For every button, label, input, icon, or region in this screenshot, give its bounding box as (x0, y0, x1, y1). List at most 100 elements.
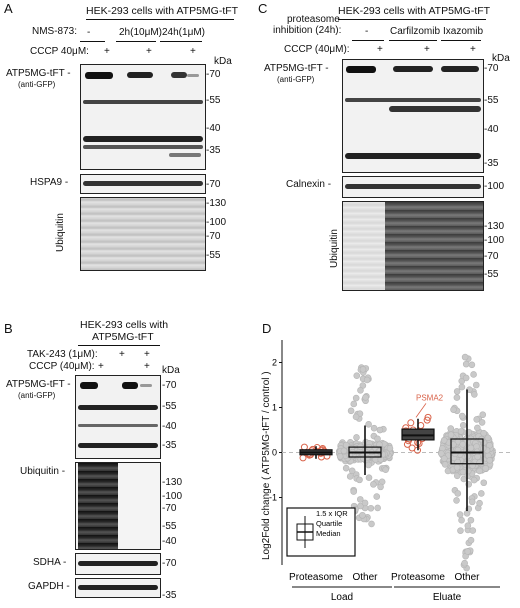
data-point (476, 499, 483, 507)
marker: -35 (484, 158, 499, 169)
band (83, 145, 203, 149)
band (345, 98, 481, 102)
blot-b1-label: ATP5MG-tFT - (6, 379, 71, 390)
data-point (467, 516, 475, 524)
marker: -130 (162, 477, 183, 488)
blot-b4-label: GAPDH - (28, 581, 70, 592)
data-point (361, 499, 369, 507)
data-point (352, 413, 360, 421)
data-point (464, 467, 472, 475)
plus-c-3: + (470, 44, 476, 55)
panel-label-c: C (258, 1, 268, 16)
data-point (467, 444, 475, 452)
data-point (350, 488, 357, 495)
blot-a-ubiquitin (80, 197, 206, 271)
data-point (350, 400, 358, 408)
nms-underline-ctrl (80, 41, 105, 42)
y-tick-label: 1 (272, 403, 277, 413)
data-point (471, 391, 478, 398)
data-point (468, 498, 476, 506)
cccp-label-a: CCCP 40μM: (30, 46, 89, 57)
marker: -100 (484, 235, 505, 246)
data-point (478, 490, 485, 497)
data-point (478, 419, 486, 426)
blot-c2-label: Calnexin - (286, 179, 332, 190)
data-point (362, 394, 369, 401)
data-point (353, 372, 361, 379)
plus-a-2: + (146, 46, 152, 57)
panel-a-title: HEK-293 cells with ATP5MG-tFT (86, 5, 239, 17)
marker: -100 (484, 181, 505, 192)
data-point (357, 502, 364, 510)
band (345, 184, 481, 189)
marker: -70 (484, 251, 499, 262)
marker: -70 (162, 380, 177, 391)
kda-a: kDa (214, 56, 232, 67)
data-point (447, 431, 455, 439)
panel-b-title-1: HEK-293 cells with (80, 319, 169, 331)
data-point (459, 441, 467, 448)
band (78, 443, 158, 448)
blot-c-ubiquitin (342, 201, 484, 291)
smear (81, 198, 205, 270)
data-point (299, 454, 307, 462)
data-point (377, 483, 384, 491)
data-point (470, 476, 478, 484)
panel-a-title-underline (86, 19, 234, 20)
band (140, 384, 152, 387)
band (85, 72, 113, 79)
blot-c1-label: ATP5MG-tFT - (264, 63, 329, 74)
band (78, 424, 158, 427)
data-point (365, 461, 372, 469)
blot-c-atp5mg (342, 59, 484, 173)
data-point (476, 467, 483, 475)
cccp-label-b: CCCP (40μM): (29, 361, 95, 372)
band (78, 585, 158, 590)
data-point (356, 496, 364, 503)
data-point (479, 411, 487, 419)
data-point (469, 527, 477, 534)
panel-b-title-underline (78, 345, 160, 346)
plus-a-1: + (104, 46, 110, 57)
data-point (456, 511, 464, 518)
legend-median-label: Median (316, 529, 341, 538)
marker: -35 (206, 145, 221, 156)
plus-c-1: + (377, 44, 383, 55)
marker: -100 (206, 217, 227, 228)
data-point (472, 381, 480, 389)
cond-ixazomib: Ixazomib (443, 26, 484, 37)
data-point (352, 394, 360, 402)
panel-label-b: B (4, 321, 13, 336)
data-point (486, 456, 494, 464)
nms-underline-2h (116, 41, 156, 42)
data-point (376, 426, 384, 434)
data-point (474, 424, 481, 432)
smear (385, 202, 483, 290)
data-point (363, 376, 371, 384)
data-point (453, 464, 461, 471)
box (450, 438, 484, 465)
data-point (357, 387, 364, 394)
band (171, 72, 187, 78)
data-point (342, 464, 350, 472)
data-point (408, 444, 416, 452)
proteasome-label-2: inhibition (24h): (273, 25, 342, 36)
data-point (453, 388, 461, 395)
data-point (453, 394, 461, 401)
data-point (365, 474, 373, 481)
data-point (454, 490, 462, 497)
data-point (450, 406, 457, 413)
data-point (438, 450, 445, 457)
plus-cccp-2: + (144, 361, 150, 372)
data-point (462, 360, 470, 368)
plus-cccp-1: + (98, 361, 104, 372)
proteasome-label-1: proteasome (287, 14, 340, 25)
blot-a-atp5mg (80, 64, 206, 170)
marker: -70 (206, 231, 221, 242)
data-point (346, 473, 354, 480)
data-point (461, 559, 468, 567)
blot-b-sdha (75, 553, 161, 575)
marker: -35 (162, 440, 177, 451)
marker: -70 (162, 503, 177, 514)
data-point (336, 453, 344, 460)
